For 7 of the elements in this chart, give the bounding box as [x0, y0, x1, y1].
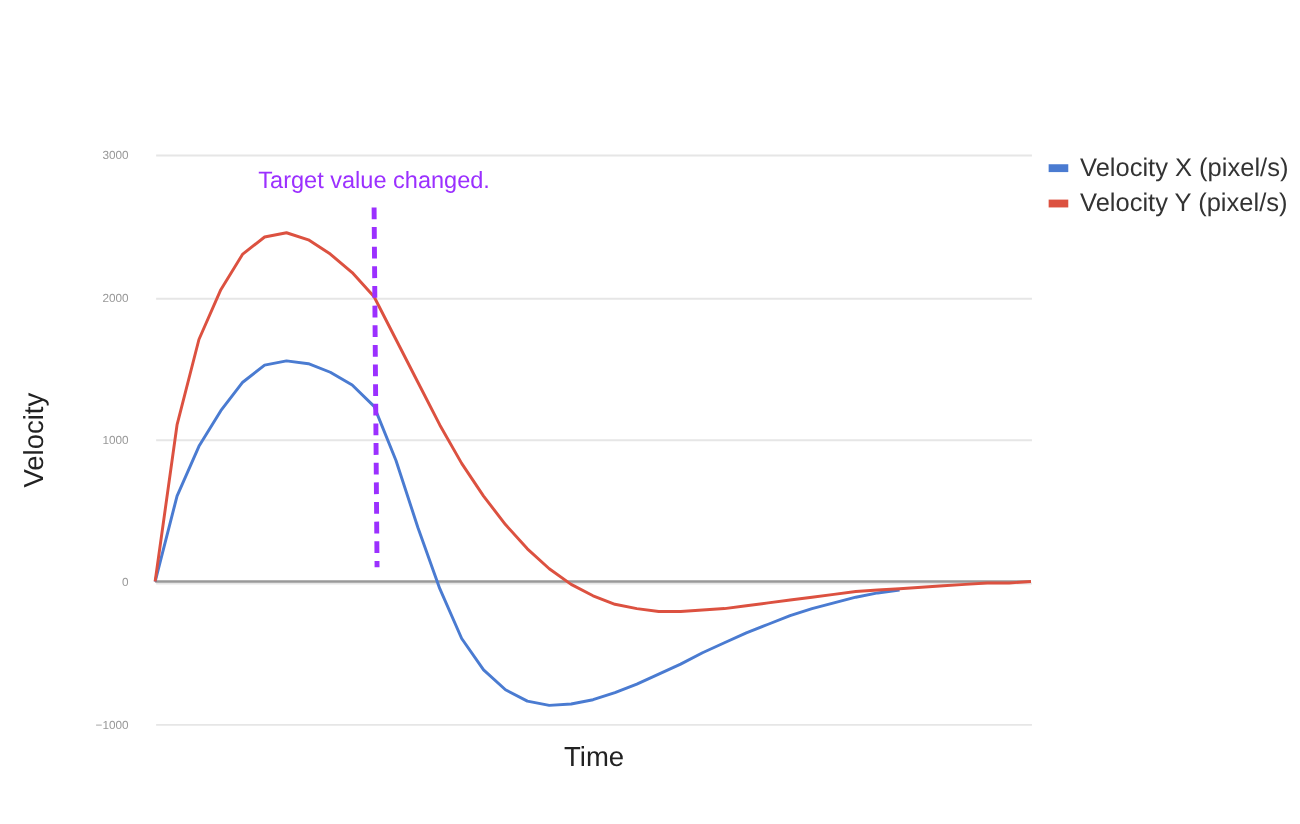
legend-label: Velocity X (pixel/s) [1080, 152, 1289, 183]
line-series [153, 359, 902, 707]
annotation: Target value changed. [258, 167, 490, 194]
x-axis-title: Time [564, 742, 625, 773]
line-series [153, 231, 1033, 613]
y-axis-title: Velocity [18, 392, 49, 488]
legend-label: Velocity Y (pixel/s) [1080, 187, 1288, 218]
